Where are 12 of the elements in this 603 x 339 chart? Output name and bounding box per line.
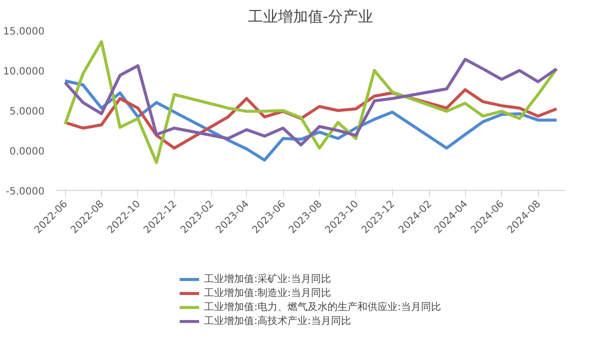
chart-title: 工业增加值-分产业 [248,8,374,26]
legend-label: 工业增加值:电力、燃气及水的生产和供应业:当月同比 [204,300,441,314]
y-tick-label: 0.0000 [10,146,45,158]
legend-label: 工业增加值:制造业:当月同比 [204,286,331,300]
y-tick-label: -5.0000 [6,186,45,198]
y-tick-label: 5.0000 [10,106,45,118]
y-tick-label: 15.0000 [3,26,45,38]
y-tick-label: 10.0000 [3,66,45,78]
legend-label: 工业增加值:采矿业:当月同比 [204,272,331,286]
legend-label: 工业增加值:高技术产业:当月同比 [204,314,351,328]
line-series [64,40,558,164]
line-series [64,58,558,146]
